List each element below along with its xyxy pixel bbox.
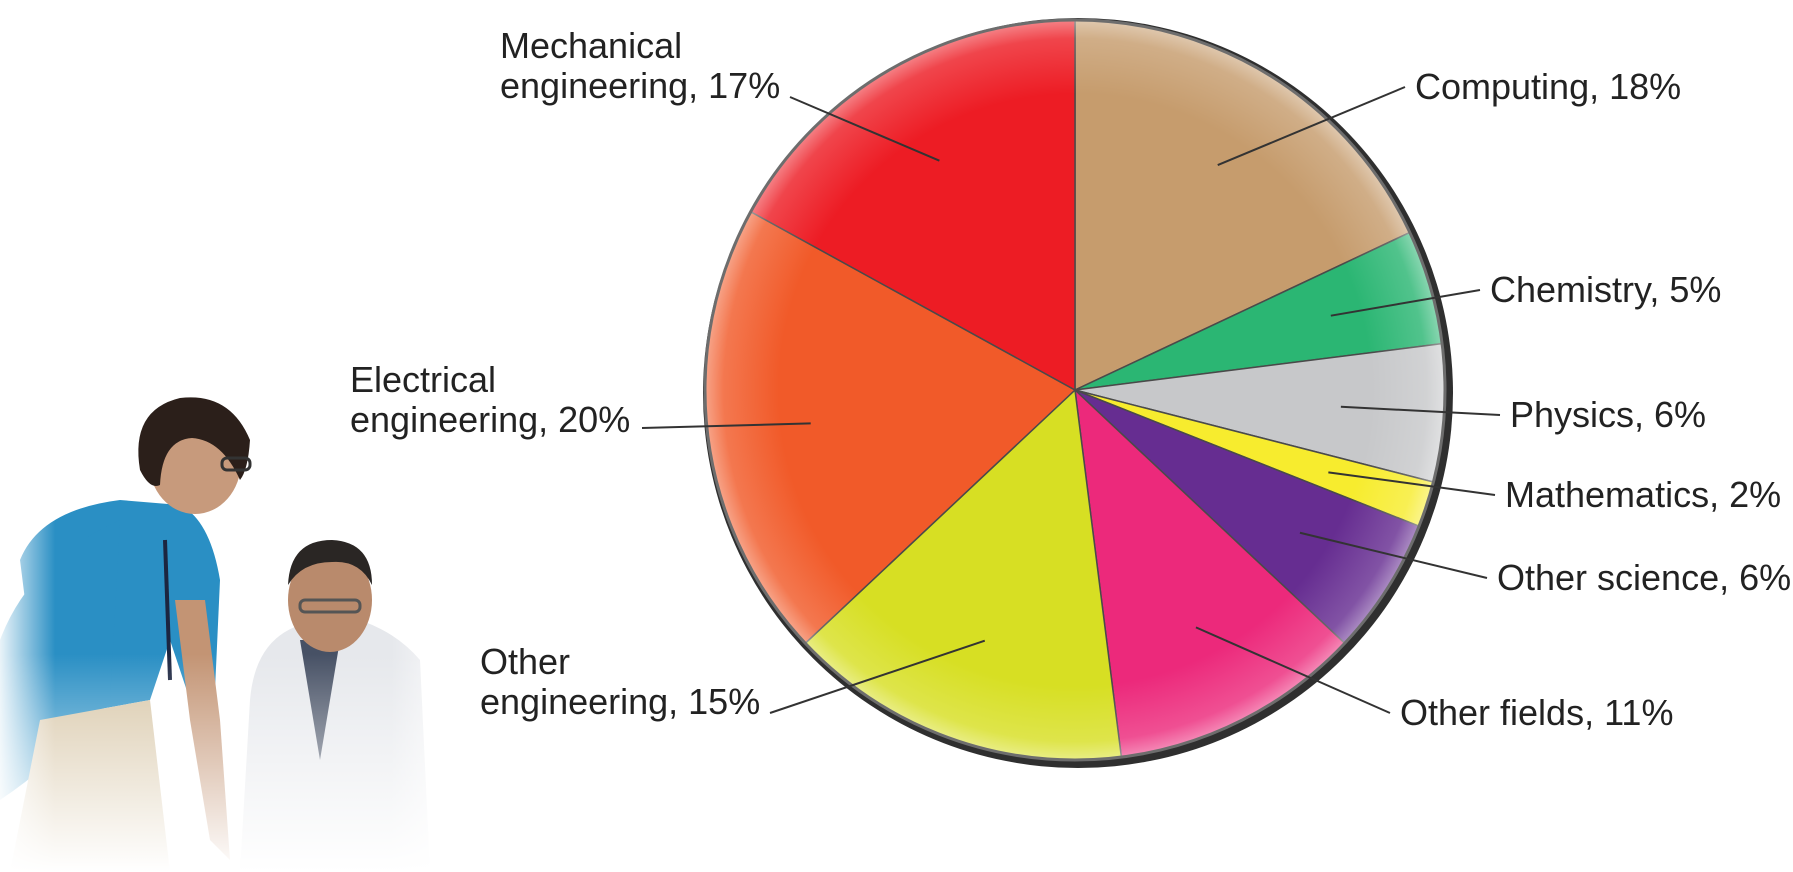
leader-line-electrical-engineering: [641, 422, 811, 429]
pie-bevel: [703, 18, 1447, 762]
slice-label-chemistry: Chemistry, 5%: [1490, 269, 1721, 310]
slice-label-electrical-engineering: Electrical engineering, 20%: [350, 359, 630, 440]
leader-line-chemistry: [1330, 289, 1481, 317]
leader-line-other-fields: [1195, 626, 1391, 714]
slice-labels: Computing, 18% Chemistry, 5% Physics, 6% Ma…: [350, 25, 1791, 733]
people-illustration: [0, 0, 460, 872]
slice-label-physics: Physics, 6%: [1510, 394, 1706, 435]
leader-line-mechanical-engineering: [789, 96, 940, 162]
slice-label-computing: Computing, 18%: [1415, 66, 1681, 107]
leader-lines: [641, 86, 1501, 714]
leader-line-mathematics: [1328, 471, 1496, 496]
slice-label-other-engineering: Other engineering, 15%: [480, 641, 760, 722]
leader-line-other-engineering: [769, 639, 986, 714]
leader-line-computing: [1217, 86, 1406, 166]
slice-label-other-fields: Other fields, 11%: [1400, 692, 1673, 733]
slice-label-mechanical-engineering: Mechanical engineering, 17%: [500, 25, 780, 106]
leader-line-physics: [1340, 405, 1501, 416]
slice-label-other-science: Other science, 6%: [1497, 557, 1791, 598]
leader-line-other-science: [1299, 531, 1488, 579]
slice-label-mathematics: Mathematics, 2%: [1505, 474, 1781, 515]
